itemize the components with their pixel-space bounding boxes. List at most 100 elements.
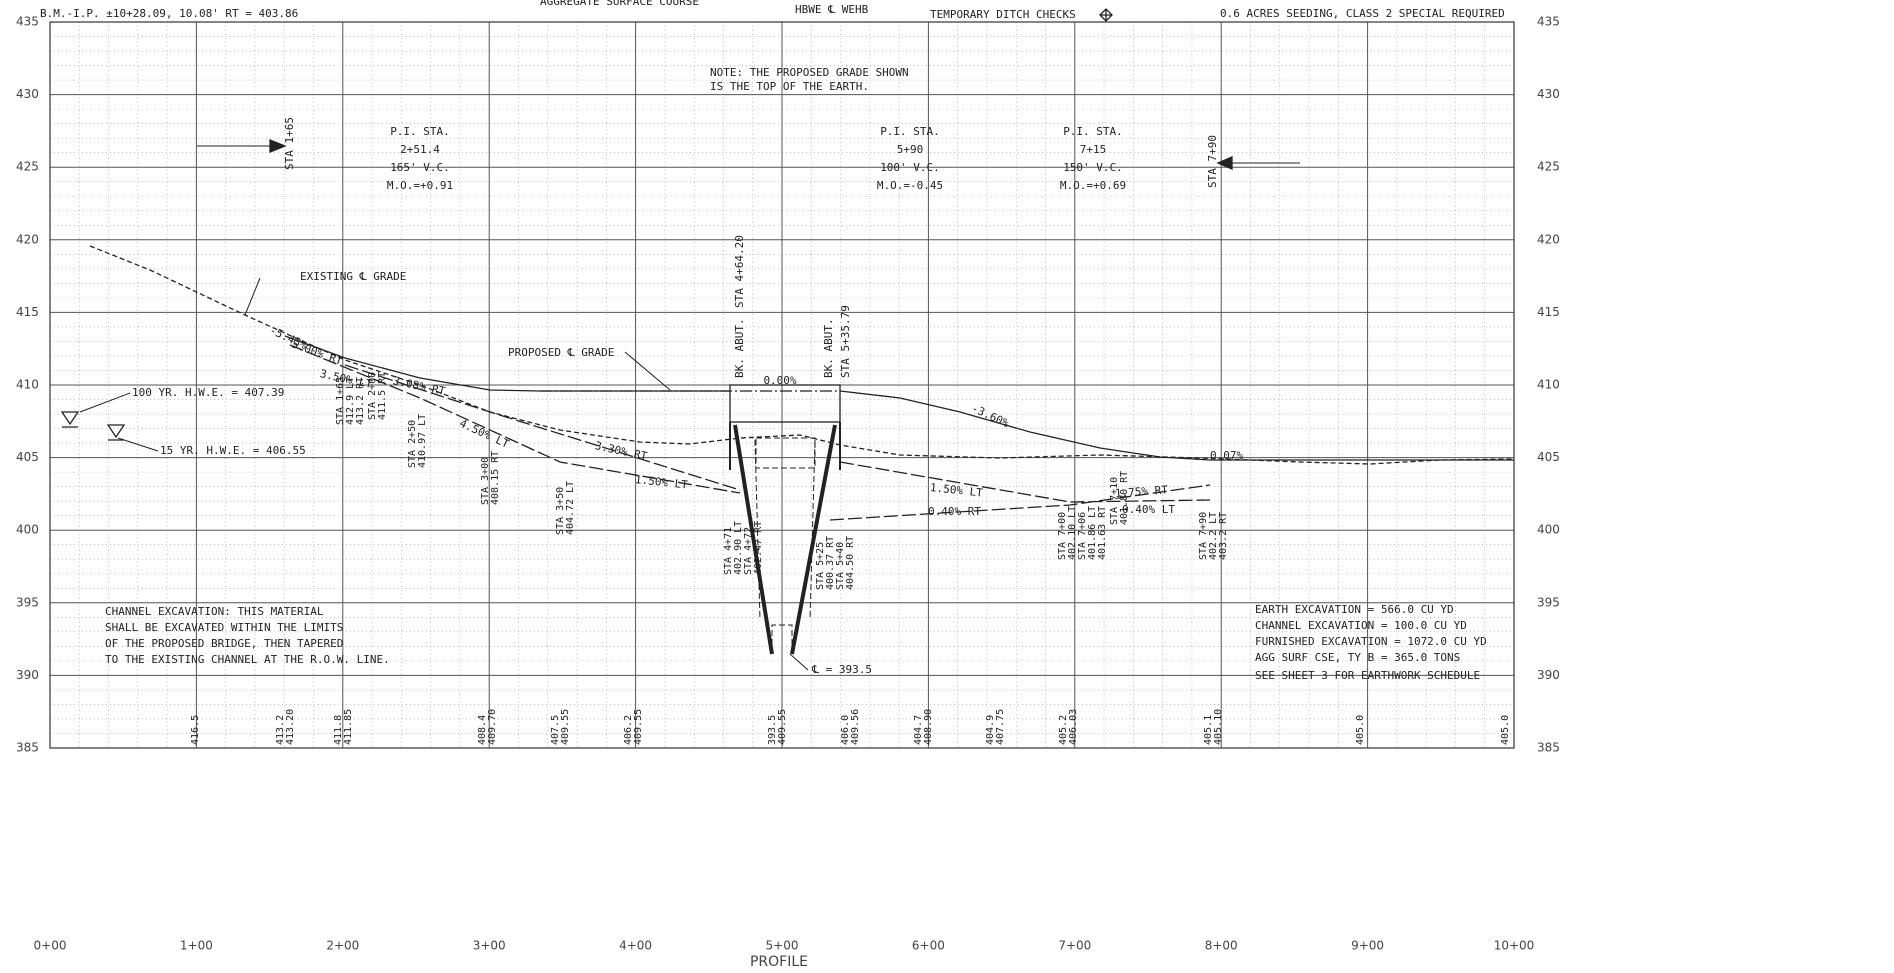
y-tick-label-left: 435: [16, 15, 39, 29]
y-tick-label-left: 395: [16, 595, 39, 609]
annotation: M.O.=+0.69: [1060, 179, 1126, 192]
elevation-label: 409.70: [487, 709, 498, 745]
elevation-label: 407.5: [550, 715, 561, 745]
annotation: 1.75% RT: [1115, 483, 1169, 500]
y-tick-label-left: 415: [16, 305, 39, 319]
view-title: PROFILE: [750, 954, 808, 970]
x-tick-label: 9+00: [1351, 939, 1384, 953]
annotation: STA 5+35.79: [839, 305, 852, 378]
annotation: M.O.=-0.45: [877, 179, 943, 192]
station-callout: STA 7+06: [1077, 512, 1088, 560]
profile-lines: [60, 8, 1515, 671]
station-callout: STA 2+50: [407, 420, 418, 468]
annotation: M.O.=+0.91: [387, 179, 453, 192]
y-tick-label-right: 385: [1537, 741, 1560, 755]
elevation-label: 405.0: [1500, 715, 1511, 745]
station-callout: STA 3+00: [480, 457, 491, 505]
annotation: CHANNEL EXCAVATION = 100.0 CU YD: [1255, 619, 1467, 632]
arrowheads: [269, 139, 1233, 170]
station-callout: 404.72 LT: [565, 481, 576, 535]
channel-slopes: [733, 424, 837, 655]
y-tick-label-left: 420: [16, 232, 39, 246]
station-callout: 411.5 RT: [377, 372, 388, 420]
annotation: 1.50% LT: [634, 473, 688, 492]
elevation-label: 409.55: [777, 709, 788, 745]
header-ditch: TEMPORARY DITCH CHECKS: [930, 8, 1076, 21]
elevation-label: 405.0: [1355, 715, 1366, 745]
annotation: CHANNEL EXCAVATION: THIS MATERIAL: [105, 605, 324, 618]
header-surface: AGGREGATE SURFACE COURSE: [540, 0, 699, 8]
elevation-label: 405.1: [1203, 715, 1214, 745]
annotation: P.I. STA.: [880, 125, 940, 138]
x-tick-label: 5+00: [766, 939, 799, 953]
abutments: [729, 422, 841, 470]
y-tick-label-right: 435: [1537, 15, 1560, 29]
elevation-label: 416.5: [190, 715, 201, 745]
annotation: STA 4+64.20: [733, 235, 746, 308]
y-tick-label-right: 395: [1537, 595, 1560, 609]
annotation: SHALL BE EXCAVATED WITHIN THE LIMITS: [105, 621, 343, 634]
station-callout: 402.90 LT: [733, 521, 744, 575]
y-tick-label-left: 405: [16, 450, 39, 464]
elevation-label: 413.2: [275, 715, 286, 745]
annotation: STA 1+65: [283, 117, 296, 170]
station-callout: STA 7+00: [1057, 512, 1068, 560]
elevation-label: 406.03: [1068, 709, 1079, 745]
station-callout: 400.37 RT: [825, 536, 836, 590]
station-callout: STA 5+40: [835, 542, 846, 590]
y-tick-label-right: 390: [1537, 668, 1560, 682]
elevation-label: 407.75: [995, 709, 1006, 745]
x-tick-label: 0+00: [34, 939, 67, 953]
y-tick-label-right: 405: [1537, 450, 1560, 464]
station-callout: 404.50 RT: [845, 536, 856, 590]
x-tick-label: 1+00: [180, 939, 213, 953]
header-hb: HBWE ℄ WEHB: [795, 3, 869, 16]
elevation-label: 408.4: [477, 715, 488, 745]
station-callout: 401.63 RT: [1097, 506, 1108, 560]
elevation-label: 411.8: [333, 715, 344, 745]
existing-grade: [89, 245, 1515, 465]
station-callout: STA 4+72: [743, 527, 754, 575]
elevation-label: 408.90: [923, 709, 934, 745]
y-tick-label-left: 410: [16, 378, 39, 392]
annotation: 0.00%: [763, 374, 796, 387]
annotation: TO THE EXISTING CHANNEL AT THE R.O.W. LI…: [105, 653, 390, 666]
annotation: 7+15: [1080, 143, 1107, 156]
station-callout: 402.2 LT: [1208, 512, 1219, 560]
annotation: 0.40% RT: [928, 505, 981, 518]
elevation-label: 393.5: [767, 715, 778, 745]
y-tick-label-right: 430: [1537, 87, 1560, 101]
station-callout: 410.97 LT: [417, 414, 428, 468]
station-callout: 408.15 RT: [490, 451, 501, 505]
station-callout: STA 5+25: [815, 542, 826, 590]
station-callout: STA 3+50: [555, 487, 566, 535]
annotation: STA 7+90: [1206, 135, 1219, 188]
x-tick-label: 2+00: [326, 939, 359, 953]
grid: [49, 21, 1515, 749]
channel-limits: [754, 437, 816, 654]
elevation-label: 405.2: [1058, 715, 1069, 745]
station-callout: STA 4+71: [723, 527, 734, 575]
annotation: 165' V.C.: [390, 161, 450, 174]
annotation: P.I. STA.: [1063, 125, 1123, 138]
y-tick-label-right: 415: [1537, 305, 1560, 319]
y-tick-label-left: 385: [16, 741, 39, 755]
station-callout: 413.2 RT: [355, 377, 366, 425]
y-tick-label-right: 425: [1537, 160, 1560, 174]
y-tick-label-right: 420: [1537, 232, 1560, 246]
annotation: OF THE PROPOSED BRIDGE, THEN TAPERED: [105, 637, 343, 650]
annotation: 15 YR. H.W.E. = 406.55: [160, 444, 306, 457]
y-tick-label-right: 400: [1537, 523, 1560, 537]
station-callout: STA 2+00: [367, 372, 378, 420]
annotation: 100' V.C.: [880, 161, 940, 174]
annotation: 1.50% LT: [929, 481, 983, 500]
annotation: 5+90: [897, 143, 924, 156]
station-callout: 401.80 RT: [1119, 471, 1130, 525]
bridge: [729, 384, 841, 423]
elevation-label: 413.20: [285, 709, 296, 745]
elevation-label: 409.55: [633, 709, 644, 745]
header-seeding: 0.6 ACRES SEEDING, CLASS 2 SPECIAL REQUI…: [1220, 7, 1505, 20]
elevation-label: 409.55: [560, 709, 571, 745]
header-bm: B.M.-I.P. ±10+28.09, 10.08' RT = 403.86: [40, 7, 298, 20]
